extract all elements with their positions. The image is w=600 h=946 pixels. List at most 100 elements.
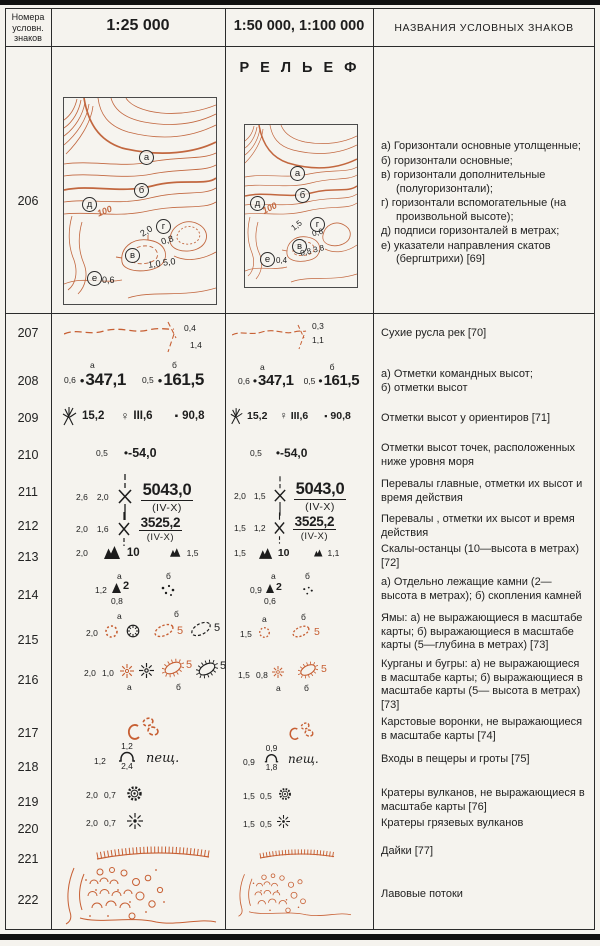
height-value: III,6 bbox=[290, 410, 309, 422]
tree-icon bbox=[230, 408, 243, 425]
row206-divider bbox=[5, 313, 595, 314]
symbol-size: 1,5 bbox=[240, 629, 252, 639]
map-label-b: б bbox=[295, 188, 310, 203]
row-number: 220 bbox=[17, 822, 39, 836]
row-description: Курганы и бугры: а) не выражающиеся в ма… bbox=[381, 658, 583, 711]
karst-sinkhole-icon bbox=[289, 722, 314, 740]
symbol-size: 1,2 bbox=[95, 585, 107, 595]
point-dot: • bbox=[275, 446, 281, 460]
header-scale-50000-100000: 1:50 000, 1:100 000 bbox=[233, 18, 365, 34]
height-value: 161,5 bbox=[323, 372, 360, 389]
rock-outlier-symbol: 2,0 10 1,5 bbox=[76, 546, 198, 559]
symbol-size: 0,9 bbox=[243, 757, 255, 767]
stone-height-value: 2 bbox=[123, 580, 130, 592]
pit-icon bbox=[105, 625, 118, 638]
variant-letter: а bbox=[262, 614, 267, 624]
map-label-d: д bbox=[82, 197, 97, 212]
symbol-size: 1,5 bbox=[234, 523, 246, 533]
symbol-size: 1,5 bbox=[243, 819, 255, 829]
point-dot: • bbox=[318, 373, 323, 388]
mound-contour-icon bbox=[161, 658, 185, 678]
symbol-size: 2,0 bbox=[76, 524, 88, 534]
row-number: 222 bbox=[17, 893, 39, 907]
symbol-size: 1,5 bbox=[243, 791, 255, 801]
map-label-g: г bbox=[156, 219, 171, 234]
height-value: 15,2 bbox=[82, 410, 105, 422]
row-number: 215 bbox=[17, 633, 39, 647]
season-value: (IV-X) bbox=[152, 501, 182, 514]
row-description: Дайки [77] bbox=[381, 845, 434, 857]
row-description: Скалы-останцы (10—высота в метрах) [72] bbox=[381, 543, 579, 569]
contour-lines-drawing bbox=[64, 98, 216, 299]
table-top-border bbox=[5, 8, 595, 9]
dyke-symbol bbox=[96, 846, 210, 860]
volcano-crater-icon bbox=[127, 786, 142, 801]
symbol-size: 0,8 bbox=[256, 670, 268, 680]
row-description: Отметки высот у ориентиров [71] bbox=[381, 412, 551, 424]
symbol-size: 2,0 bbox=[86, 818, 98, 828]
desc-line: д) подписи горизонталей в метрах; bbox=[381, 225, 560, 237]
header-scale-25000: 1:25 000 bbox=[106, 17, 170, 34]
row-description: Ямы: а) не выражающиеся в масштабе карты… bbox=[381, 612, 583, 651]
map-label-a: а bbox=[139, 150, 154, 165]
row-number: 207 bbox=[17, 326, 39, 340]
below-sea-level-symbol: 0,5 • -54,0 bbox=[250, 446, 307, 460]
symbol-size: 1,2 bbox=[94, 756, 106, 766]
pit-depth-value: 5 bbox=[314, 626, 320, 638]
symbol-size: 0,5 bbox=[96, 448, 108, 458]
dry-riverbed-symbol bbox=[232, 324, 307, 350]
symbol-size: 2,0 bbox=[86, 628, 98, 638]
variant-letter: а bbox=[127, 682, 132, 692]
pass-altitude-fraction: 3525,2 (IV-X) bbox=[292, 514, 337, 542]
col1-divider bbox=[51, 8, 52, 929]
pass-symbol: 2,0 1,6 3525,2 (IV-X) bbox=[76, 512, 183, 546]
heights-at-landmarks-symbol: 15,2 ♀ III,6 ▪ 90,8 bbox=[62, 406, 205, 426]
symbol-size: 0,9 bbox=[265, 743, 278, 753]
point-dot: • bbox=[252, 373, 258, 388]
symbol-size: 1,5 bbox=[253, 491, 266, 501]
altitude-value: 5043,0 bbox=[140, 480, 194, 501]
cave-abbreviation: пещ. bbox=[288, 752, 319, 766]
symbol-size: 0,6 bbox=[238, 375, 250, 386]
map-annotation: 0,4 bbox=[276, 256, 288, 265]
symbol-size: 0,5 bbox=[260, 791, 272, 801]
mound-contour-icon bbox=[297, 661, 319, 679]
below-sea-level-symbol: 0,5 • -54,0 bbox=[96, 446, 157, 460]
cave-arch-icon bbox=[119, 751, 135, 762]
map-label-e: е bbox=[260, 252, 275, 267]
map-annotation: 0,6 bbox=[102, 275, 115, 285]
row-description: а) Горизонтали основные утолщенные; б) г… bbox=[381, 140, 585, 268]
variant-letter: а bbox=[260, 362, 265, 372]
row-number: 219 bbox=[17, 795, 39, 809]
dry-riverbed-symbol bbox=[64, 321, 177, 353]
row-number: 206 bbox=[17, 194, 39, 208]
col3-divider bbox=[373, 8, 374, 929]
rock-height-value: 10 bbox=[277, 547, 290, 559]
map-label-v: в bbox=[292, 239, 307, 254]
tree-icon bbox=[62, 407, 77, 426]
table-bottom-border bbox=[5, 929, 595, 930]
symbol-size: 1,6 bbox=[96, 524, 109, 534]
height-value: 90,8 bbox=[330, 410, 351, 422]
desc-line: г) горизонтали вспомогательные (на произ… bbox=[381, 197, 567, 223]
height-mark: б 0,5 • 161,5 bbox=[304, 362, 360, 389]
map-label-b: б bbox=[134, 183, 149, 198]
desc-line: а) Отметки командных высот; bbox=[381, 368, 533, 380]
section-title-relief: РЕЛЬЕФ bbox=[239, 60, 368, 76]
row-description: а) Отдельно лежащие камни (2— высота в м… bbox=[381, 576, 582, 602]
header-divider bbox=[5, 46, 595, 47]
pass-x-icon bbox=[118, 512, 130, 546]
height-mark: б 0,5 • 161,5 bbox=[142, 360, 204, 390]
pass-x-icon bbox=[118, 474, 132, 520]
col2-divider bbox=[225, 8, 226, 929]
symbol-size: 0,5 bbox=[260, 819, 272, 829]
mud-volcano-icon bbox=[277, 815, 290, 828]
symbol-size: 1,2 bbox=[253, 523, 266, 533]
symbol-size: 2,0 bbox=[86, 790, 98, 800]
row-number: 210 bbox=[17, 448, 39, 462]
symbol-size: 0,5 bbox=[250, 448, 262, 458]
symbol-size: 0,8 bbox=[111, 596, 123, 606]
pit-depth-value: 5 bbox=[214, 622, 221, 634]
symbol-size: 2,0 bbox=[96, 492, 109, 502]
pit-contour-icon bbox=[154, 623, 174, 638]
